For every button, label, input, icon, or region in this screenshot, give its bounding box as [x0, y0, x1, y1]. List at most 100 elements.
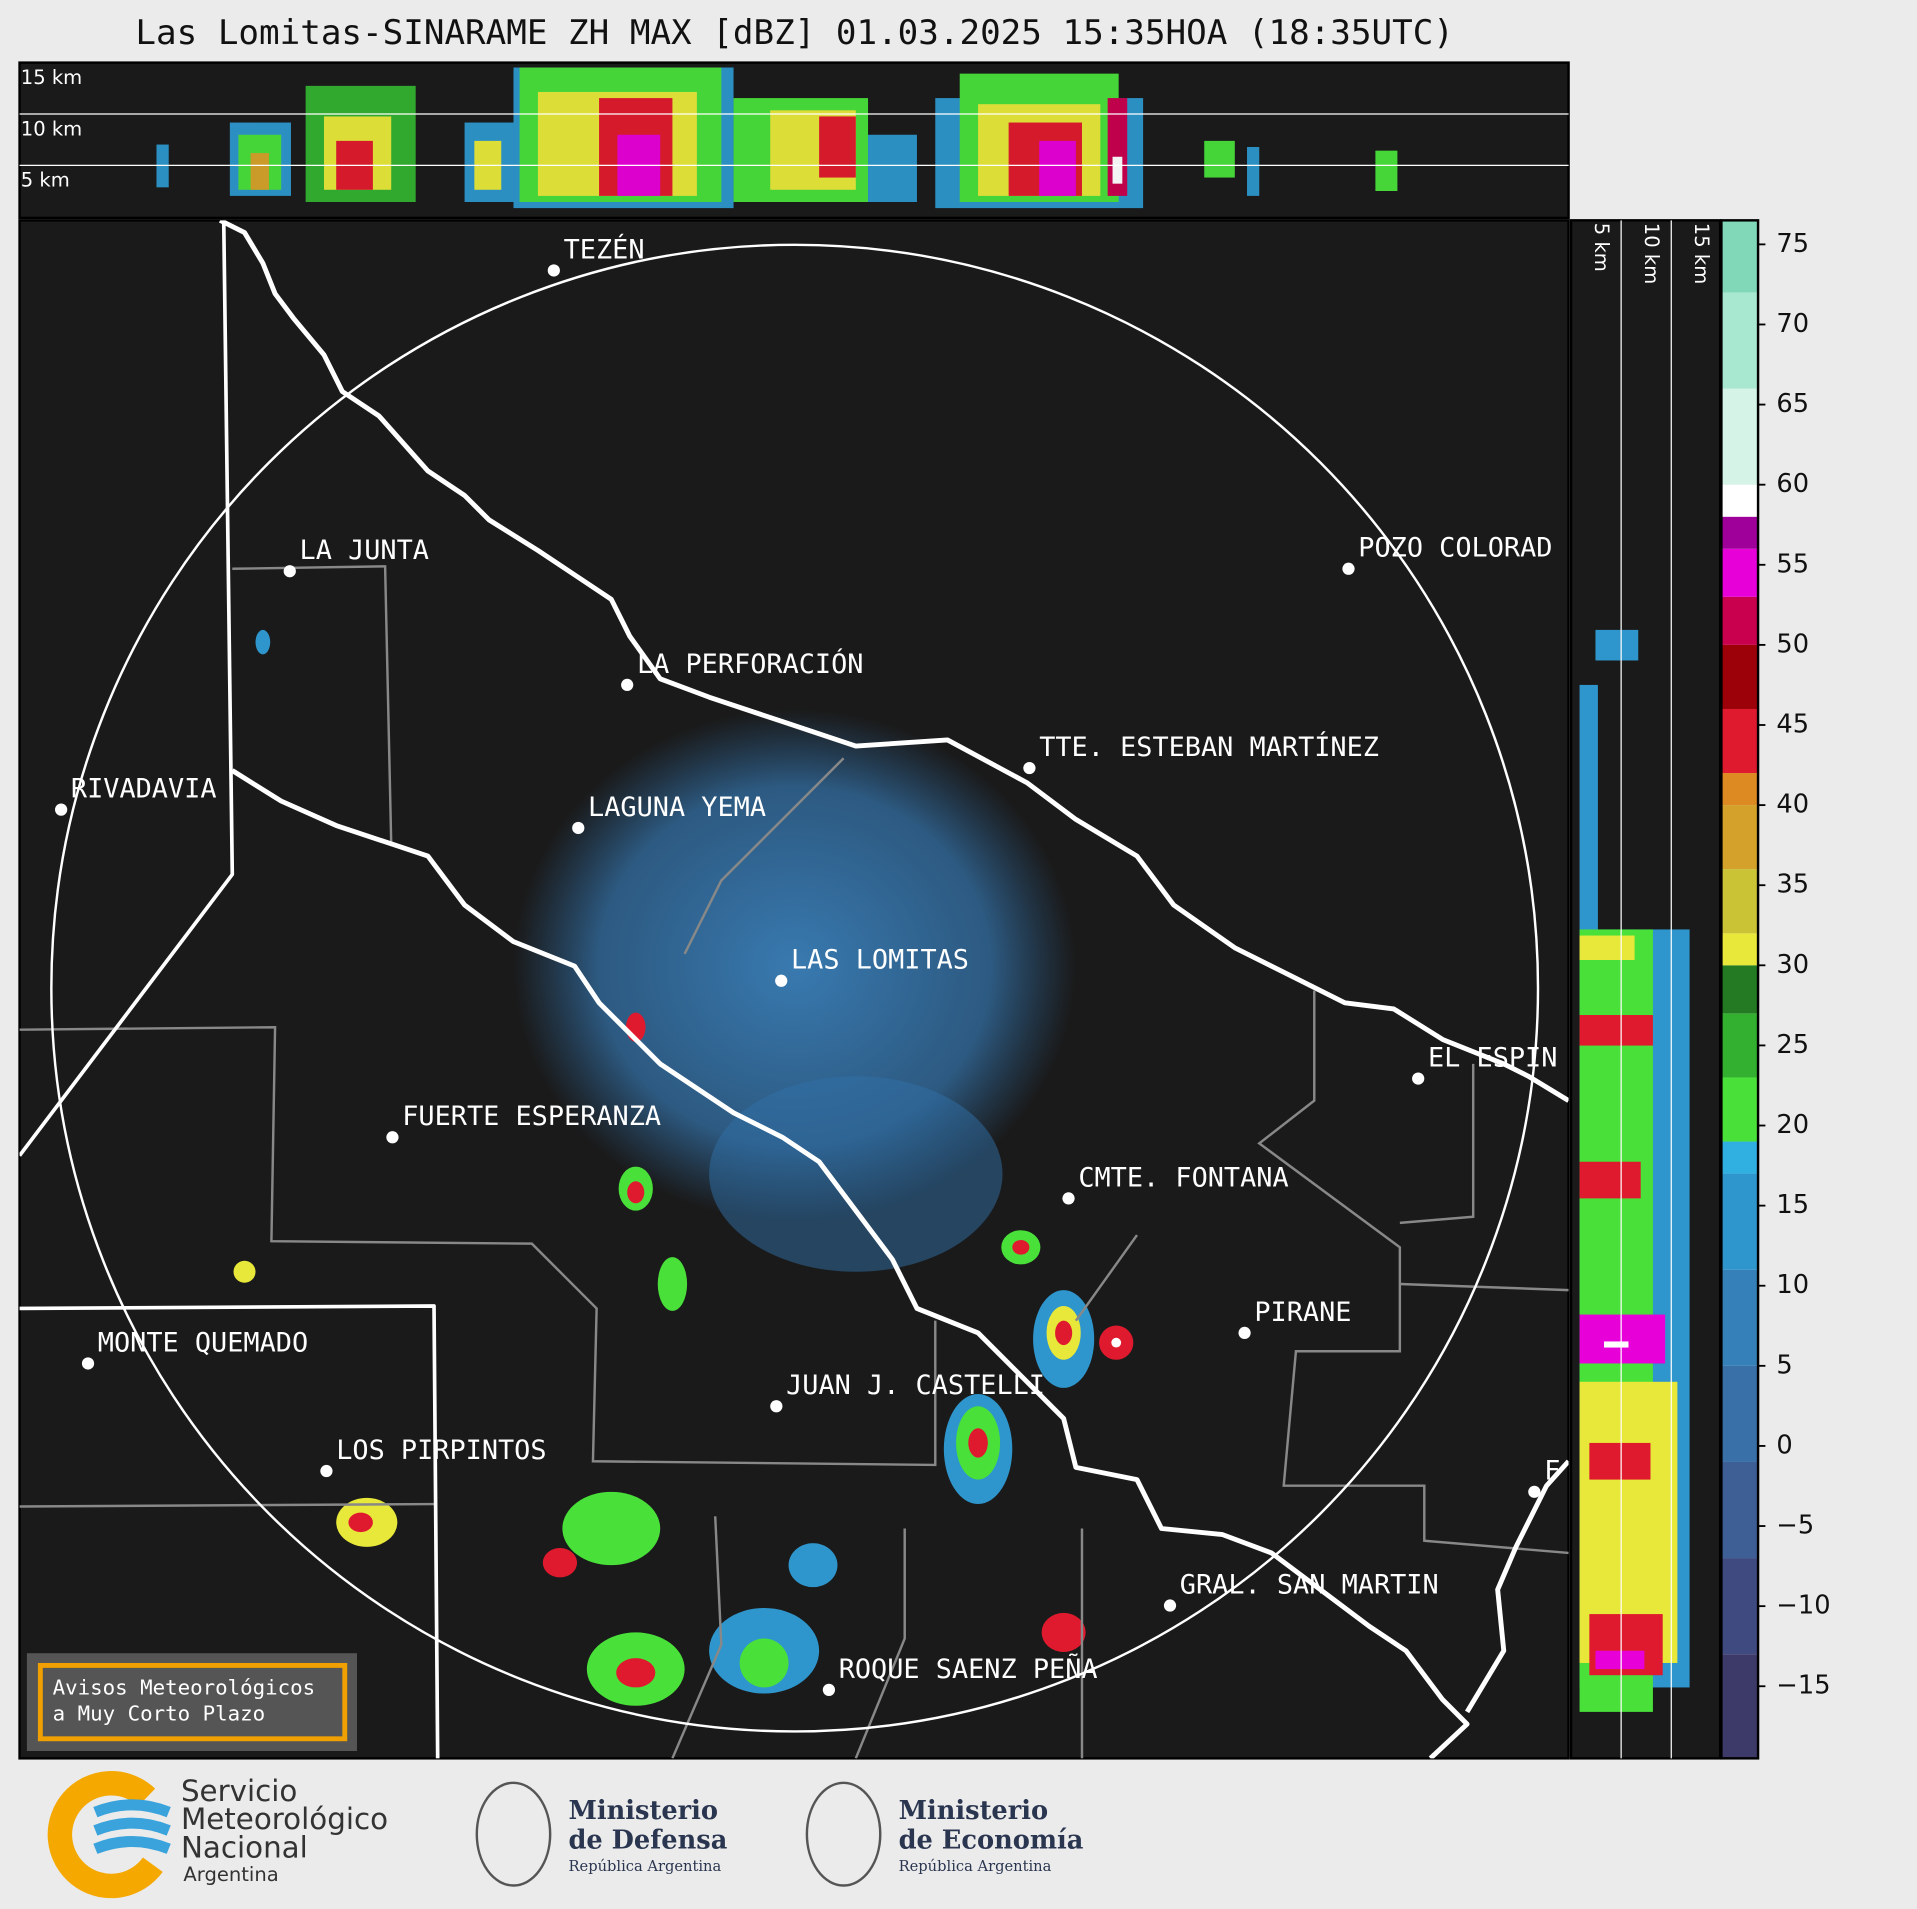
- colorbar-band: [1721, 516, 1759, 549]
- city-dot: [822, 1683, 836, 1696]
- colorbar-tick-label: 35: [1776, 870, 1809, 900]
- colorbar-tick-label: −10: [1776, 1591, 1830, 1621]
- smn-text: Argentina: [183, 1863, 278, 1886]
- colorbar-tick-label: 20: [1776, 1110, 1809, 1140]
- colorbar-tick-label: −15: [1776, 1671, 1830, 1701]
- colorbar-band: [1721, 708, 1759, 774]
- colorbar-band: [1721, 1365, 1759, 1462]
- city-dot: [81, 1357, 95, 1370]
- colorbar-band: [1721, 1013, 1759, 1078]
- colorbar-tick-label: 65: [1776, 389, 1809, 419]
- city-dot: [547, 264, 560, 277]
- colorbar-tick-label: 10: [1776, 1270, 1809, 1300]
- city-label: MONTE QUEMADO: [98, 1327, 308, 1358]
- alt-label: 5 km: [1590, 223, 1613, 272]
- colorbar-tick-label: 5: [1776, 1350, 1792, 1380]
- city-label: CMTE. FONTANA: [1078, 1162, 1288, 1193]
- colorbar-tick-label: 60: [1776, 469, 1809, 499]
- city-label: TTE. ESTEBAN MARTÍNEZ: [1039, 731, 1379, 763]
- colorbar-band: [1721, 292, 1759, 389]
- city-dot: [1163, 1599, 1177, 1612]
- city-label: PIRANE: [1254, 1297, 1351, 1328]
- city-label: F: [1544, 1456, 1560, 1487]
- city-label: LAS LOMITAS: [791, 945, 969, 976]
- colorbar-tick-label: 50: [1776, 629, 1809, 659]
- ministry: Ministerio: [568, 1796, 718, 1826]
- city-label: JUAN J. CASTELLI: [786, 1370, 1045, 1401]
- city-dot: [621, 678, 634, 692]
- colorbar-tick-label: 40: [1776, 790, 1809, 820]
- colorbar-tick-label: 55: [1776, 549, 1809, 579]
- city-label: TEZÉN: [564, 233, 645, 265]
- smn-text: Meteorológico: [181, 1802, 388, 1836]
- city-dot: [770, 1400, 783, 1413]
- city-label: LAGUNA YEMA: [588, 792, 766, 823]
- warning-text: Avisos Meteorológicos: [53, 1676, 316, 1700]
- colorbar-band: [1721, 965, 1759, 1014]
- city-dot: [1528, 1485, 1541, 1498]
- echoes: [233, 629, 1134, 1706]
- city-dot: [1062, 1192, 1075, 1205]
- colorbar-band: [1721, 1558, 1759, 1655]
- colorbar-band: [1721, 869, 1759, 934]
- colorbar-band: [1721, 1269, 1759, 1366]
- city-label: EL ESPIN: [1428, 1043, 1557, 1074]
- smn-text: Servicio: [181, 1774, 297, 1808]
- colorbar-tick-label: 25: [1776, 1030, 1809, 1060]
- city-dot: [572, 821, 585, 835]
- colorbar-band: [1721, 596, 1759, 645]
- city-dot: [1412, 1072, 1425, 1085]
- city-label: LA JUNTA: [300, 535, 429, 566]
- colorbar-tick-label: 75: [1776, 229, 1809, 259]
- colorbar-band: [1721, 1173, 1759, 1270]
- colorbar-tick-label: 45: [1776, 709, 1809, 739]
- colorbar-band: [1721, 644, 1759, 709]
- colorbar-tick-label: 70: [1776, 309, 1809, 339]
- colorbar-band: [1721, 805, 1759, 870]
- city-label: ROQUE SAENZ PEÑA: [839, 1653, 1098, 1685]
- colorbar-frame: [1720, 219, 1760, 1760]
- colorbar-band: [1721, 773, 1759, 806]
- city-dot: [1342, 562, 1355, 575]
- alt-label: 15 km: [21, 66, 82, 89]
- top-panel: 15 km 10 km 5 km: [18, 61, 1570, 220]
- footer: Servicio Meteorológico Nacional Argentin…: [47, 1771, 1084, 1899]
- city-label: GRAL. SAN MARTIN: [1180, 1569, 1439, 1600]
- ministry: República Argentina: [568, 1858, 721, 1875]
- city-label: RIVADAVIA: [71, 774, 217, 805]
- city-dot: [775, 974, 788, 987]
- ministry: de Defensa: [568, 1825, 727, 1855]
- alt-label: 15 km: [1690, 223, 1713, 284]
- side-panel: 5 km 10 km 15 km: [1569, 219, 1722, 1760]
- city-label: LOS PIRPINTOS: [336, 1435, 546, 1466]
- map: TEZÉN LA JUNTA POZO COLORAD LA PERFORACIÓN T…: [18, 219, 1570, 1760]
- city-dot: [1023, 761, 1036, 775]
- ministry: Ministerio: [899, 1796, 1049, 1826]
- colorbar-band: [1721, 1077, 1759, 1142]
- city-dot: [283, 565, 296, 578]
- colorbar-band: [1721, 1461, 1759, 1559]
- colorbar-band: [1721, 548, 1759, 597]
- warning-text: a Muy Corto Plazo: [53, 1701, 266, 1725]
- colorbar-band: [1721, 1654, 1759, 1759]
- city-dot: [1238, 1326, 1251, 1340]
- city-label: POZO COLORAD: [1358, 533, 1552, 564]
- alt-label: 5 km: [21, 169, 70, 192]
- colorbar-tick-label: 15: [1776, 1190, 1809, 1220]
- smn-logo: [47, 1771, 163, 1899]
- city-dot: [55, 803, 68, 816]
- city-dot: [320, 1464, 333, 1478]
- title: Las Lomitas-SINARAME ZH MAX [dBZ] 01.03.…: [135, 13, 1454, 53]
- city-label: LA PERFORACIÓN: [637, 648, 864, 680]
- colorbar-tick-label: 0: [1776, 1430, 1792, 1460]
- city-dot: [386, 1131, 399, 1144]
- colorbar-tick-label: 30: [1776, 950, 1809, 980]
- colorbar-band: [1721, 388, 1759, 485]
- city-label: FUERTE ESPERANZA: [402, 1101, 661, 1132]
- colorbar-tick-label: −5: [1776, 1511, 1814, 1541]
- colorbar-band: [1721, 484, 1759, 517]
- colorbar-band: [1721, 220, 1759, 293]
- smn-text: Nacional: [181, 1830, 308, 1864]
